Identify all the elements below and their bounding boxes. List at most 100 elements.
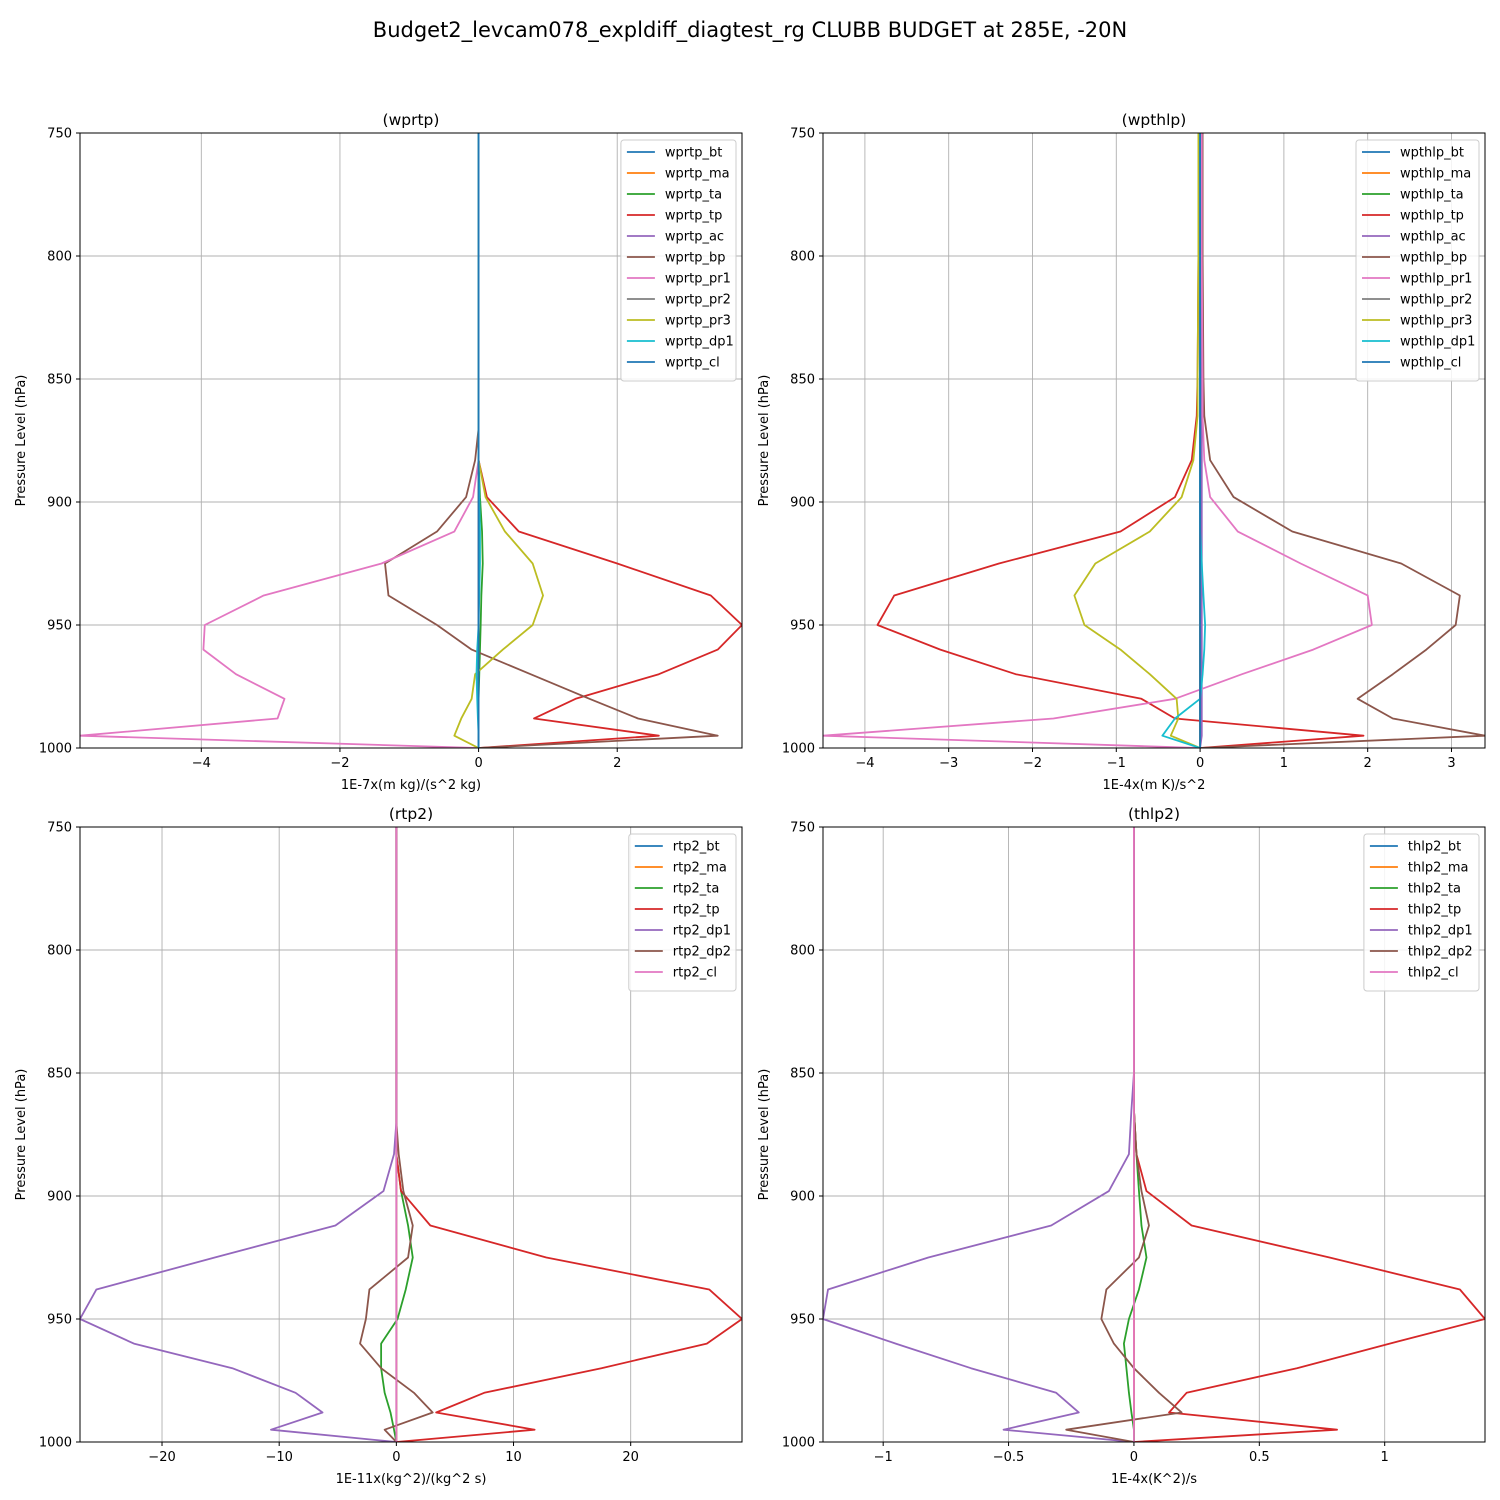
legend-label-wpthlp_ta: wpthlp_ta [1400,188,1464,203]
x-tick-label: 1 [1280,756,1288,771]
axes-frame [79,132,743,749]
y-tick-label: 850 [47,373,72,388]
series-group [80,827,742,1442]
panel-1: −4 −3 −2 −1 0 1 2 3 750 800 850 900 950 1000 (wpthlp) 1… [757,111,1486,793]
y-tick-label: 800 [47,250,72,265]
legend-label-wprtp_bp: wprtp_bp [665,251,726,266]
legend-label-wprtp_pr3: wprtp_pr3 [665,314,731,329]
series-line-wpthlp_pr3 [1073,133,1201,748]
legend-label-wpthlp_cl: wpthlp_cl [1400,356,1461,371]
x-tick-label: 0 [1196,756,1204,771]
y-tick-label: 900 [47,496,72,511]
x-tick-label: 2 [613,756,621,771]
y-axis-label: Pressure Level (hPa) [757,375,772,507]
y-tick-label: 1000 [782,742,815,757]
y-tick-label: 800 [790,250,815,265]
series-line-wpthlp_pr1 [823,133,1373,748]
legend-label-wprtp_tp: wprtp_tp [665,209,722,224]
x-tick-label: 0 [392,1450,400,1465]
panel-3: −1 −0.5 0 0.5 1 750 800 850 900 950 1000 (thlp2) 1E-… [757,805,1486,1487]
y-tick-label: 750 [47,821,72,836]
x-tick-label: −1 [874,1450,893,1465]
y-tick-label: 850 [790,373,815,388]
x-tick-label: 1 [1381,1450,1389,1465]
axes-frame [822,132,1486,749]
legend-label-wpthlp_pr2: wpthlp_pr2 [1400,293,1472,308]
legend-label-rtp2_cl: rtp2_cl [673,966,717,981]
legend-label-rtp2_bt: rtp2_bt [673,840,720,855]
legend-label-thlp2_cl: thlp2_cl [1408,966,1459,981]
y-tick-label: 1000 [782,1436,815,1451]
figure-suptitle: Budget2_levcam078_expldiff_diagtest_rg C… [373,18,1127,43]
legend-label-wprtp_bt: wprtp_bt [665,146,722,161]
legend-label-wprtp_dp1: wprtp_dp1 [665,335,734,350]
legend-label-rtp2_dp1: rtp2_dp1 [673,924,731,939]
y-tick-label: 900 [790,496,815,511]
legend-label-thlp2_ma: thlp2_ma [1408,861,1469,876]
y-tick-label: 1000 [39,742,72,757]
legend-label-wprtp_ma: wprtp_ma [665,167,730,182]
x-axis-label: 1E-4x(K^2)/s [1111,1472,1197,1487]
panel-title: (rtp2) [389,805,433,823]
y-axis-label: Pressure Level (hPa) [14,375,29,507]
legend-label-wprtp_pr2: wprtp_pr2 [665,293,731,308]
y-tick-label: 750 [47,127,72,142]
x-axis-label: 1E-4x(m K)/s^2 [1103,778,1206,793]
legend-label-rtp2_ta: rtp2_ta [673,882,720,897]
x-tick-label: 10 [505,1450,522,1465]
legend-label-rtp2_tp: rtp2_tp [673,903,720,918]
y-tick-label: 750 [790,821,815,836]
y-tick-label: 900 [790,1190,815,1205]
x-tick-label: 20 [622,1450,639,1465]
x-axis-label: 1E-7x(m kg)/(s^2 kg) [341,778,481,793]
y-tick-label: 800 [790,944,815,959]
y-tick-label: 950 [47,619,72,634]
x-tick-label: 2 [1364,756,1372,771]
x-tick-label: 0.5 [1249,1450,1270,1465]
legend: wprtp_bt wprtp_ma wprtp_ta wprtp_tp wprtp_ac… [620,139,737,382]
series-group [823,827,1485,1442]
legend-label-thlp2_dp2: thlp2_dp2 [1408,945,1473,960]
y-tick-label: 950 [790,1313,815,1328]
y-tick-label: 750 [790,127,815,142]
x-tick-label: −4 [855,756,874,771]
series-group [80,133,742,748]
x-axis-label: 1E-11x(kg^2)/(kg^2 s) [336,1472,487,1487]
legend-label-wpthlp_pr3: wpthlp_pr3 [1400,314,1472,329]
legend-label-wprtp_pr1: wprtp_pr1 [665,272,731,287]
y-tick-label: 950 [47,1313,72,1328]
legend-label-wprtp_cl: wprtp_cl [665,356,720,371]
legend: rtp2_bt rtp2_ma rtp2_ta rtp2_tp rtp2_dp1 rtp2… [628,833,737,992]
y-tick-label: 800 [47,944,72,959]
axes-frame [822,826,1486,1443]
legend-label-wpthlp_bp: wpthlp_bp [1400,251,1467,266]
legend-label-rtp2_ma: rtp2_ma [673,861,727,876]
legend-label-wpthlp_bt: wpthlp_bt [1400,146,1464,161]
legend: wpthlp_bt wpthlp_ma wpthlp_ta wpthlp_tpwpth… [1355,139,1480,382]
axes-frame [79,826,743,1443]
y-tick-label: 850 [47,1067,72,1082]
legend-label-wprtp_ta: wprtp_ta [665,188,722,203]
panels: −4 −2 0 27508008509009501000(wprtp)1E-7x(m … [14,111,1486,1487]
panel-title: (wpthlp) [1122,111,1187,129]
x-tick-label: −2 [1023,756,1042,771]
series-line-thlp2_dp1 [823,827,1135,1442]
legend-label-wpthlp_dp1: wpthlp_dp1 [1400,335,1475,350]
panel-title: (wprtp) [383,111,440,129]
x-tick-label: −4 [192,756,211,771]
panel-title: (thlp2) [1128,805,1180,823]
legend-label-wpthlp_tp: wpthlp_tp [1400,209,1464,224]
x-tick-label: −20 [148,1450,175,1465]
legend-label-wpthlp_ma: wpthlp_ma [1400,167,1471,182]
x-tick-label: 3 [1447,756,1455,771]
legend-label-thlp2_tp: thlp2_tp [1408,903,1461,918]
x-tick-label: −1 [1107,756,1126,771]
x-tick-label: −3 [939,756,958,771]
y-tick-label: 850 [790,1067,815,1082]
y-tick-label: 950 [790,619,815,634]
x-tick-label: −2 [330,756,349,771]
legend-label-wpthlp_ac: wpthlp_ac [1400,230,1466,245]
y-axis-label: Pressure Level (hPa) [14,1069,29,1201]
